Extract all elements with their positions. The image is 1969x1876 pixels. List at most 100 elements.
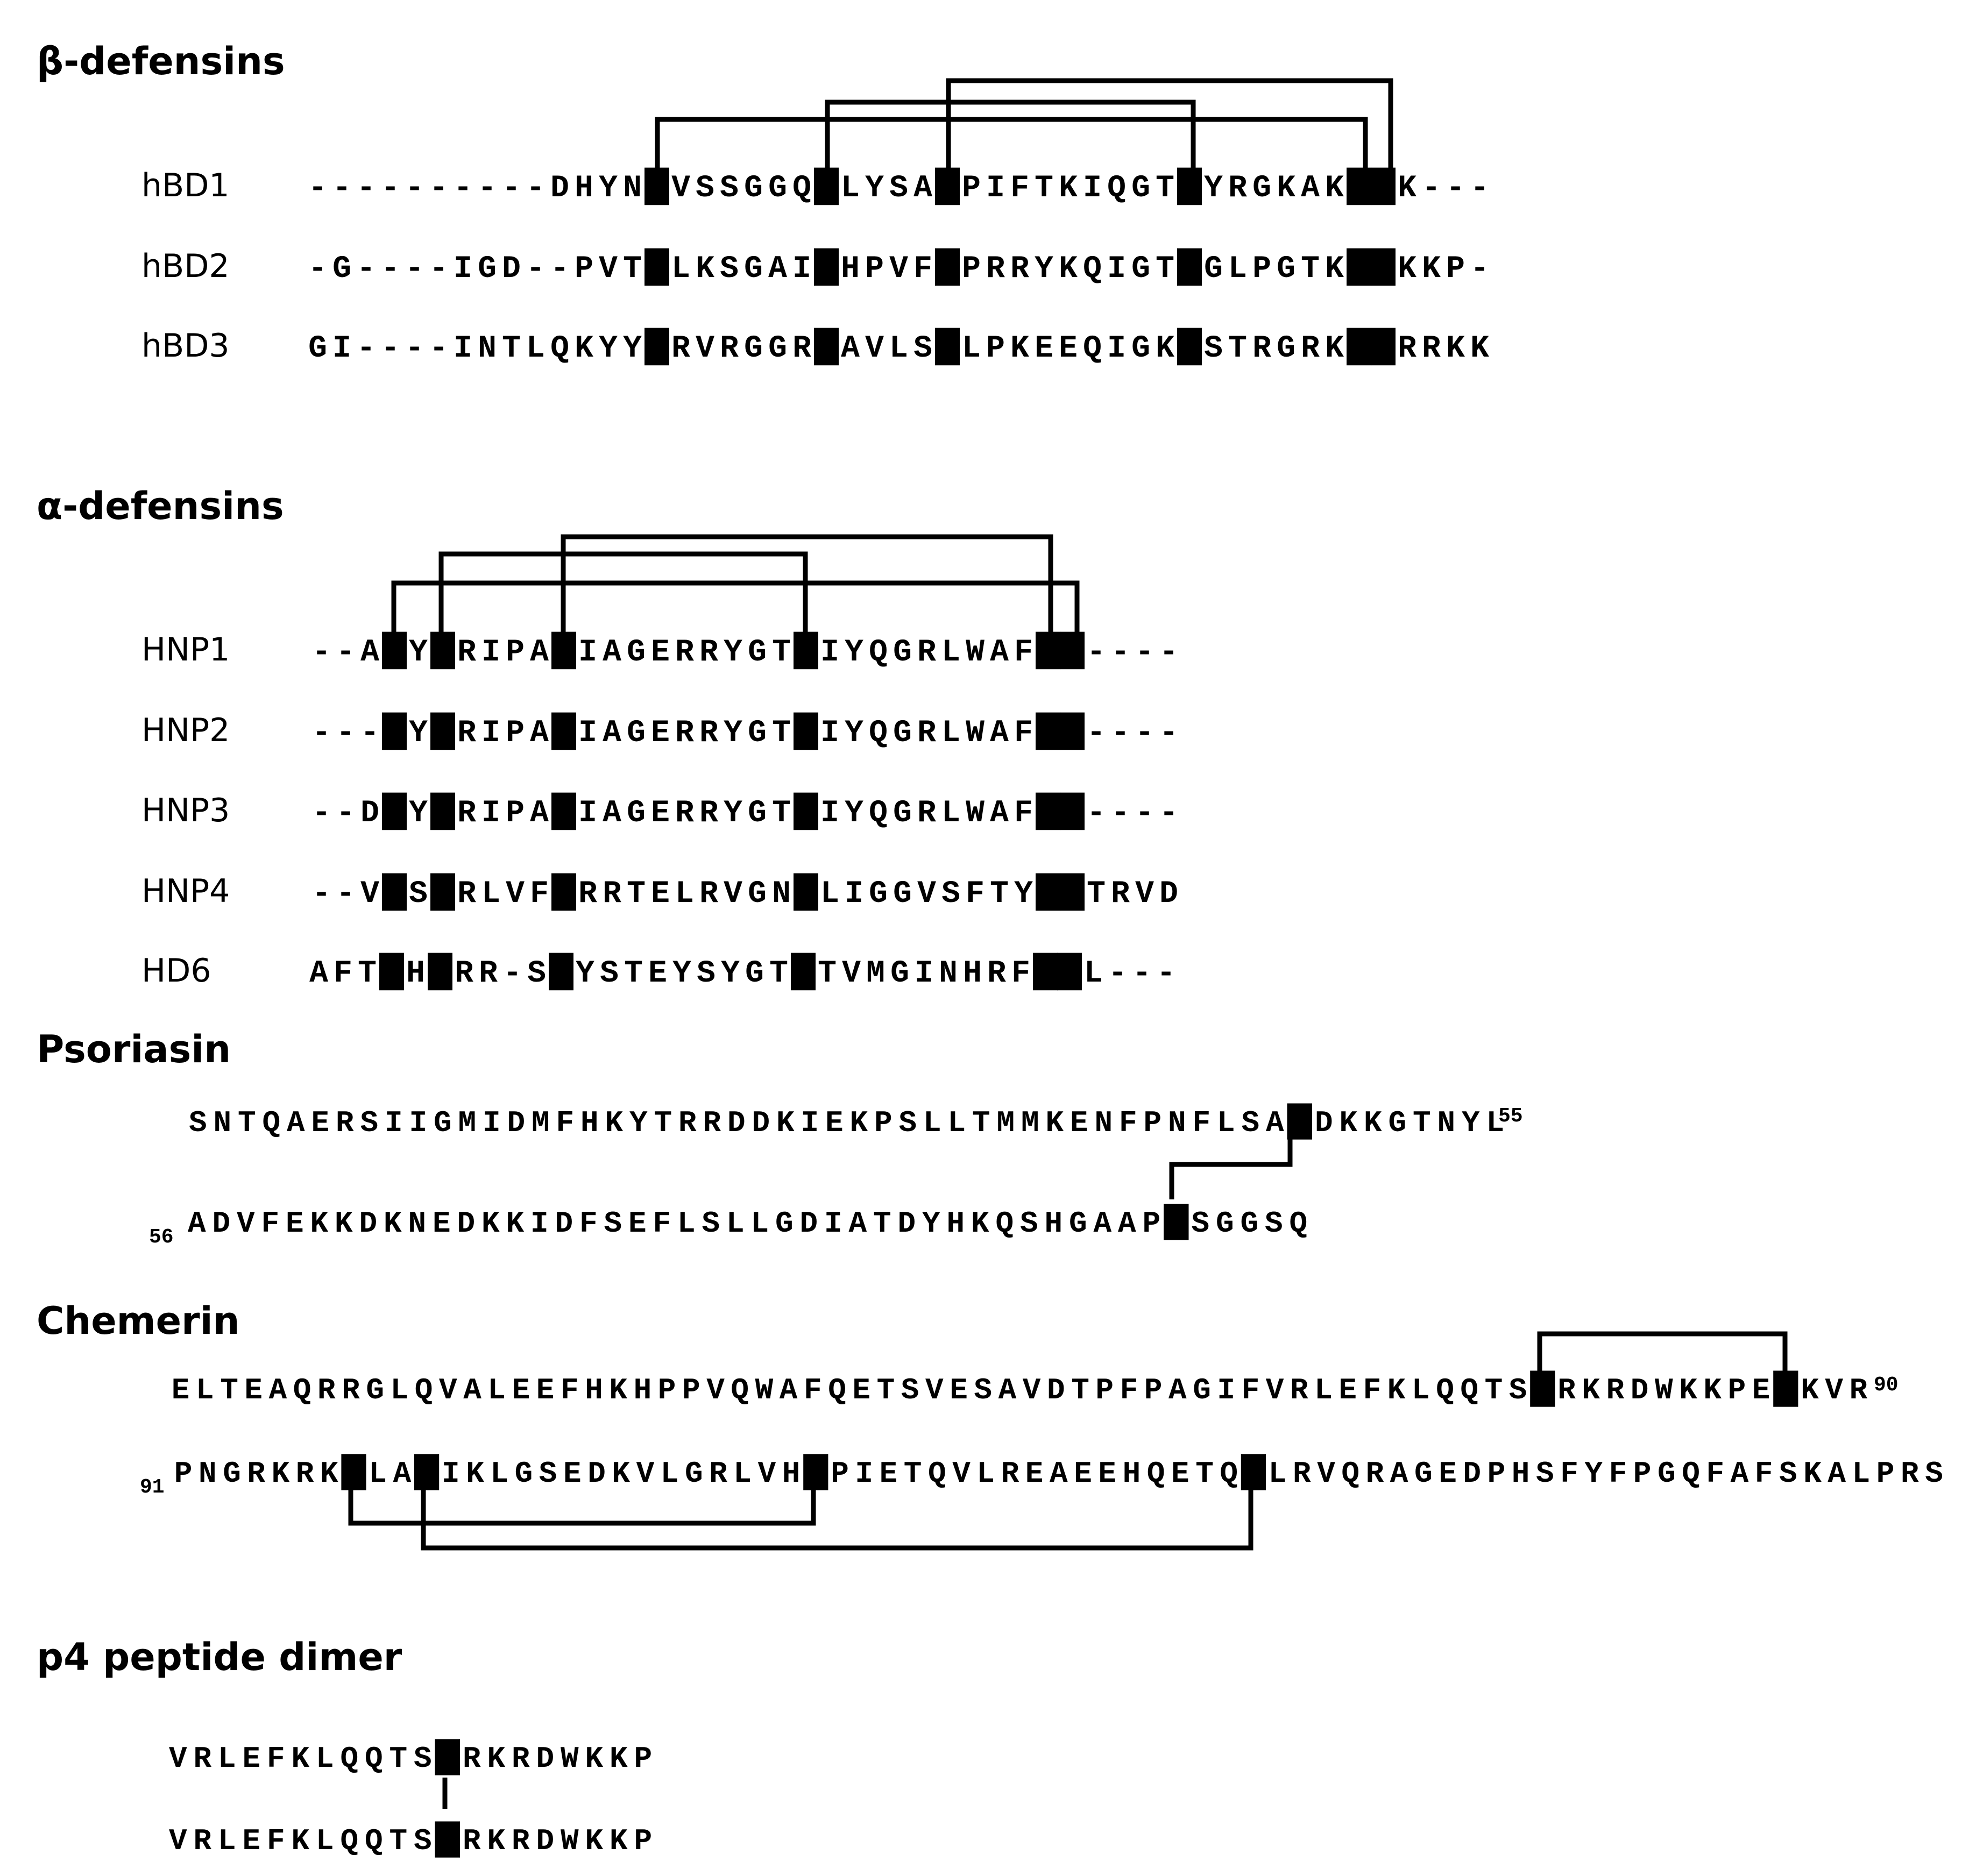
residue: E xyxy=(651,877,670,912)
residue: S xyxy=(974,1373,992,1408)
residue: G xyxy=(869,877,888,912)
residue: W xyxy=(1655,1373,1673,1408)
residue: K xyxy=(585,1824,603,1858)
residue: E xyxy=(1059,331,1078,366)
residue: L xyxy=(941,796,960,831)
residue: W xyxy=(561,1742,579,1776)
residue: Q xyxy=(828,1373,846,1408)
residue: - xyxy=(454,171,472,206)
residue: - xyxy=(1157,956,1175,991)
residue: T xyxy=(990,877,1009,912)
residue: S xyxy=(1191,1206,1209,1241)
residue: W xyxy=(966,796,984,831)
residue: P xyxy=(1143,1106,1161,1140)
residue: A xyxy=(603,796,621,831)
residue: L xyxy=(841,171,860,206)
residue: N xyxy=(772,877,791,912)
residue: V xyxy=(1825,1373,1843,1408)
residue: H xyxy=(585,1373,603,1408)
residue: Y xyxy=(865,171,884,206)
residue: I xyxy=(1083,171,1102,206)
residue: V xyxy=(696,331,714,366)
residue: Q xyxy=(731,1373,749,1408)
cysteine-highlight xyxy=(1177,248,1202,286)
residue: - xyxy=(503,956,522,991)
residue: V xyxy=(439,1373,457,1408)
residue: E xyxy=(536,1373,555,1408)
residue: - xyxy=(550,252,569,287)
residue: E xyxy=(651,635,670,670)
residue: S xyxy=(527,956,546,991)
residue: S xyxy=(1509,1373,1527,1408)
residue: - xyxy=(1159,796,1178,831)
cysteine-residue: C xyxy=(938,331,957,366)
residue: F xyxy=(1242,1373,1260,1408)
residue: Y xyxy=(576,956,594,991)
residue: - xyxy=(312,877,331,912)
residue: G xyxy=(1193,1373,1211,1408)
residue: - xyxy=(1470,252,1489,287)
residue: T xyxy=(818,956,837,991)
cysteine-highlight xyxy=(1241,1454,1266,1490)
residue: G xyxy=(1658,1456,1676,1491)
residue: G xyxy=(768,171,787,206)
residue: S xyxy=(189,1106,207,1140)
residue: H xyxy=(946,1206,965,1241)
residue: Q xyxy=(550,331,569,366)
residue: D xyxy=(536,1742,554,1776)
residue: T xyxy=(772,796,791,831)
cysteine-residue: C xyxy=(1060,956,1079,991)
residue: P xyxy=(1252,252,1271,287)
residue: Q xyxy=(1107,171,1126,206)
residue: E xyxy=(628,1206,647,1241)
residue: R xyxy=(709,1456,727,1491)
residue: M xyxy=(458,1106,476,1140)
residue: W xyxy=(966,716,984,751)
residue: G xyxy=(627,635,646,670)
residue: A xyxy=(990,796,1009,831)
residue: P xyxy=(865,252,884,287)
seq-label-hnp1: HNP1 xyxy=(141,631,230,669)
residue: V xyxy=(842,956,861,991)
residue: S xyxy=(889,171,908,206)
residue: I xyxy=(409,1106,427,1140)
residue: I xyxy=(915,956,933,991)
residue: Q xyxy=(340,1824,358,1858)
residue: I xyxy=(332,331,351,366)
residue: V xyxy=(724,877,742,912)
residue: S xyxy=(898,1106,917,1140)
residue: T xyxy=(1228,331,1247,366)
residue: K xyxy=(487,1824,505,1858)
residue: G xyxy=(768,331,787,366)
residue: I xyxy=(820,796,839,831)
residue: E xyxy=(433,1206,451,1241)
residue: K xyxy=(310,1206,328,1241)
residue: G xyxy=(366,1373,384,1408)
residue: T xyxy=(389,1824,407,1858)
residue: P xyxy=(658,1373,676,1408)
cysteine-residue: C xyxy=(1038,716,1057,751)
residue: Y xyxy=(721,956,740,991)
residue: M xyxy=(532,1106,550,1140)
residue: V xyxy=(169,1824,187,1858)
residue: S xyxy=(360,1106,378,1140)
seq-label-hbd3: hBD3 xyxy=(141,327,230,365)
residue: R xyxy=(512,1824,530,1858)
residue: D xyxy=(1463,1456,1481,1491)
residue: Y xyxy=(1584,1456,1603,1491)
residue: L xyxy=(677,1206,696,1241)
residue: - xyxy=(336,877,355,912)
disulfide-bond xyxy=(655,117,1368,179)
residue: R xyxy=(986,252,1005,287)
residue: - xyxy=(357,331,376,366)
cysteine-highlight xyxy=(551,873,576,911)
residue: V xyxy=(237,1206,255,1241)
residue: G xyxy=(223,1456,241,1491)
residue: S xyxy=(1779,1456,1797,1491)
residue: Y xyxy=(409,716,428,751)
seq-label-hbd1: hBD1 xyxy=(141,167,230,204)
residue: E xyxy=(648,956,667,991)
cysteine-residue: C xyxy=(796,796,815,831)
